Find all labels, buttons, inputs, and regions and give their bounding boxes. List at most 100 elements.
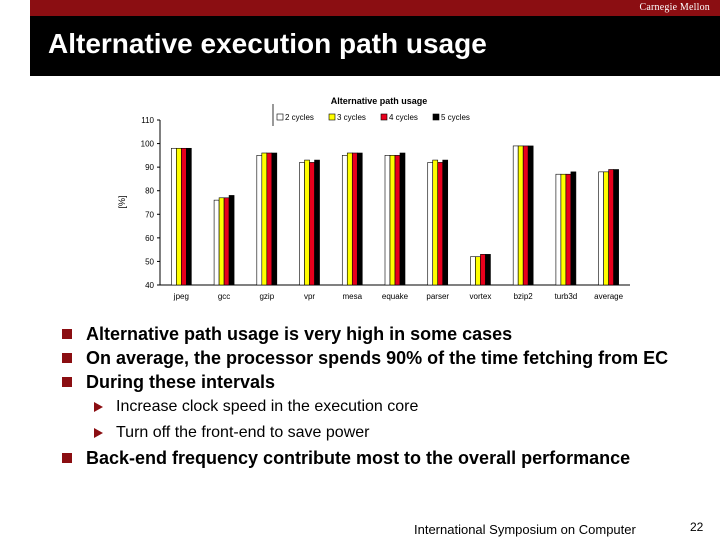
- bar: [555, 173, 562, 286]
- bar: [570, 171, 577, 286]
- bar: [213, 199, 220, 286]
- bullet-text: Back-end frequency contribute most to th…: [86, 448, 631, 468]
- legend-swatch: [276, 113, 284, 121]
- bar: [356, 152, 363, 286]
- y-tick-label: 90: [145, 163, 154, 172]
- bullet-text: Alternative path usage is very high in s…: [86, 324, 513, 344]
- bar: [560, 173, 567, 286]
- bullet-item: Back-end frequency contribute most to th…: [62, 446, 682, 470]
- x-tick-label: gcc: [218, 292, 230, 301]
- x-tick-label: gzip: [259, 292, 274, 301]
- y-tick-label: 50: [145, 257, 154, 266]
- bullet-item: On average, the processor spends 90% of …: [62, 346, 682, 370]
- bar: [223, 197, 230, 286]
- bullet-marker: [62, 453, 72, 463]
- bar: [351, 152, 358, 286]
- bar: [603, 171, 609, 286]
- y-tick-label: 60: [145, 234, 154, 243]
- page-number: 22: [690, 520, 704, 534]
- x-tick-label: turb3d: [555, 292, 578, 301]
- plot-area: 40 50 60 70 80 90 100 110 jpeg gcc gzip vpr mesa equa…: [141, 104, 630, 301]
- bar: [389, 155, 396, 286]
- bar: [565, 173, 572, 286]
- legend-label: 3 cycles: [337, 113, 366, 122]
- sub-bullet-item: Turn off the front-end to save power: [62, 420, 682, 446]
- bar: [517, 145, 524, 286]
- bullet-list: Alternative path usage is very high in s…: [62, 322, 682, 470]
- sub-bullet-marker: [94, 428, 103, 438]
- bar: [432, 159, 439, 286]
- bar: [522, 145, 529, 286]
- bar: [437, 162, 444, 286]
- slide-title: Alternative execution path usage: [48, 28, 487, 59]
- bar: [470, 256, 476, 286]
- bar: [309, 162, 315, 286]
- bar: [186, 147, 192, 286]
- bar: [485, 254, 491, 286]
- bullet-marker: [62, 377, 72, 387]
- y-tick-label: 100: [141, 140, 155, 149]
- bar: [384, 155, 391, 286]
- x-tick-label: equake: [382, 292, 409, 301]
- bar: [527, 145, 534, 286]
- x-tick-label: average: [594, 292, 623, 301]
- x-tick-label: mesa: [342, 292, 362, 301]
- legend-label: 5 cycles: [441, 113, 470, 122]
- legend-swatch: [328, 113, 336, 121]
- bar: [475, 256, 481, 286]
- bar: [271, 152, 278, 286]
- bar: [228, 195, 235, 286]
- bar: [261, 152, 268, 286]
- y-axis-label: [%]: [117, 195, 127, 208]
- bullet-text: During these intervals: [86, 372, 276, 392]
- sub-bullet-text: Turn off the front-end to save power: [116, 424, 370, 441]
- bullet-item: Alternative path usage is very high in s…: [62, 322, 682, 346]
- bar: [266, 152, 273, 286]
- y-tick-label: 40: [145, 281, 154, 290]
- sub-bullet-text: Increase clock speed in the execution co…: [116, 398, 419, 415]
- bar: [176, 147, 182, 286]
- sub-bullet-marker: [94, 402, 103, 412]
- x-tick-label: jpeg: [173, 292, 189, 301]
- legend-swatch: [432, 113, 440, 121]
- title-band: Alternative execution path usage: [30, 16, 720, 76]
- bar: [314, 159, 320, 286]
- bullet-marker: [62, 329, 72, 339]
- bar: [171, 147, 177, 286]
- bullet-marker: [62, 353, 72, 363]
- bar: [256, 155, 263, 286]
- bar: [218, 197, 225, 286]
- x-tick-label: vpr: [304, 292, 315, 301]
- bar: [341, 155, 348, 286]
- footer-conference: International Symposium on Computer: [414, 522, 636, 537]
- legend-label: 2 cycles: [285, 113, 314, 122]
- x-tick-label: vortex: [470, 292, 492, 301]
- bar: [181, 147, 187, 286]
- y-tick-label: 110: [141, 116, 154, 125]
- legend-label: 4 cycles: [389, 113, 418, 122]
- bar: [613, 169, 619, 286]
- bar: [304, 159, 310, 286]
- bar: [427, 162, 434, 286]
- bar: [480, 254, 486, 286]
- bullet-item: During these intervals: [62, 370, 682, 394]
- university-logo: Carnegie Mellon: [639, 2, 710, 13]
- bar: [399, 152, 406, 286]
- bar: [346, 152, 353, 286]
- x-tick-label: bzip2: [514, 292, 534, 301]
- chart-background: [105, 90, 635, 305]
- y-tick-label: 70: [145, 210, 154, 219]
- header-band: Carnegie Mellon: [30, 0, 720, 16]
- bar: [598, 171, 604, 286]
- bar-chart: Alternative path usage [%] 40 50 60 70 80 90 1…: [105, 90, 635, 305]
- sub-bullet-item: Increase clock speed in the execution co…: [62, 394, 682, 420]
- bar: [299, 162, 305, 286]
- bar: [442, 159, 449, 286]
- bar: [608, 169, 614, 286]
- chart-title: Alternative path usage: [331, 96, 428, 106]
- x-tick-label: parser: [426, 292, 449, 301]
- bullet-text: On average, the processor spends 90% of …: [86, 348, 669, 368]
- bar: [512, 145, 519, 286]
- y-tick-label: 80: [145, 187, 154, 196]
- bar: [394, 155, 401, 286]
